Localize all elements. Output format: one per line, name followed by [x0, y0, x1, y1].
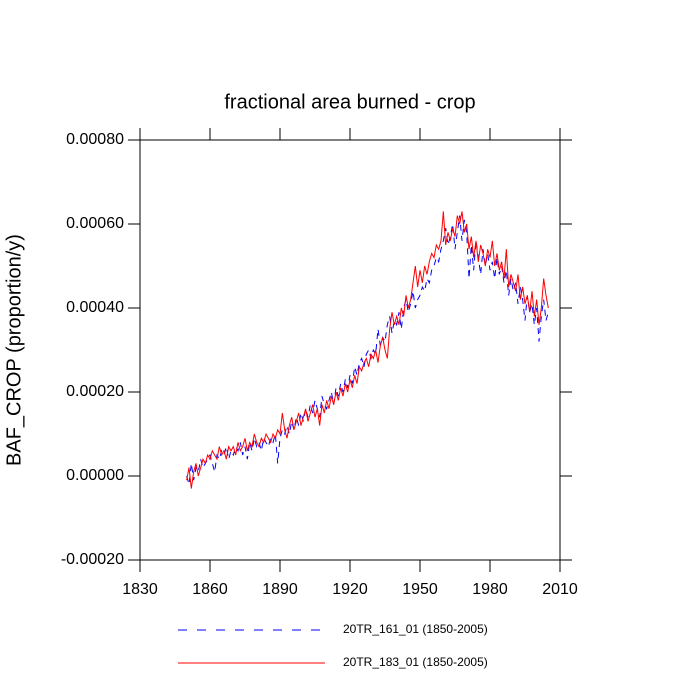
x-tick-label: 1950	[402, 581, 438, 598]
x-tick-label: 1890	[262, 581, 298, 598]
y-tick-label: 0.00020	[66, 383, 124, 400]
y-tick-label: 0.00040	[66, 299, 124, 316]
x-tick-label: 1830	[122, 581, 158, 598]
x-tick-label: 1860	[192, 581, 228, 598]
legend-label: 20TR_161_01 (1850-2005)	[343, 622, 488, 636]
y-tick-label: 0.00080	[66, 131, 124, 148]
y-tick-label: 0.00060	[66, 215, 124, 232]
series-line	[186, 215, 549, 485]
series-line	[186, 211, 549, 489]
y-tick-label: 0.00000	[66, 467, 124, 484]
y-tick-label: -0.00020	[61, 551, 124, 568]
x-tick-label: 1980	[472, 581, 508, 598]
x-tick-label: 2010	[542, 581, 578, 598]
legend-label: 20TR_183_01 (1850-2005)	[343, 655, 488, 669]
y-axis-label: BAF_CROP (proportion/y)	[3, 234, 25, 466]
x-tick-label: 1920	[332, 581, 368, 598]
plot-frame	[139, 139, 561, 561]
chart-title: fractional area burned - crop	[224, 91, 475, 113]
